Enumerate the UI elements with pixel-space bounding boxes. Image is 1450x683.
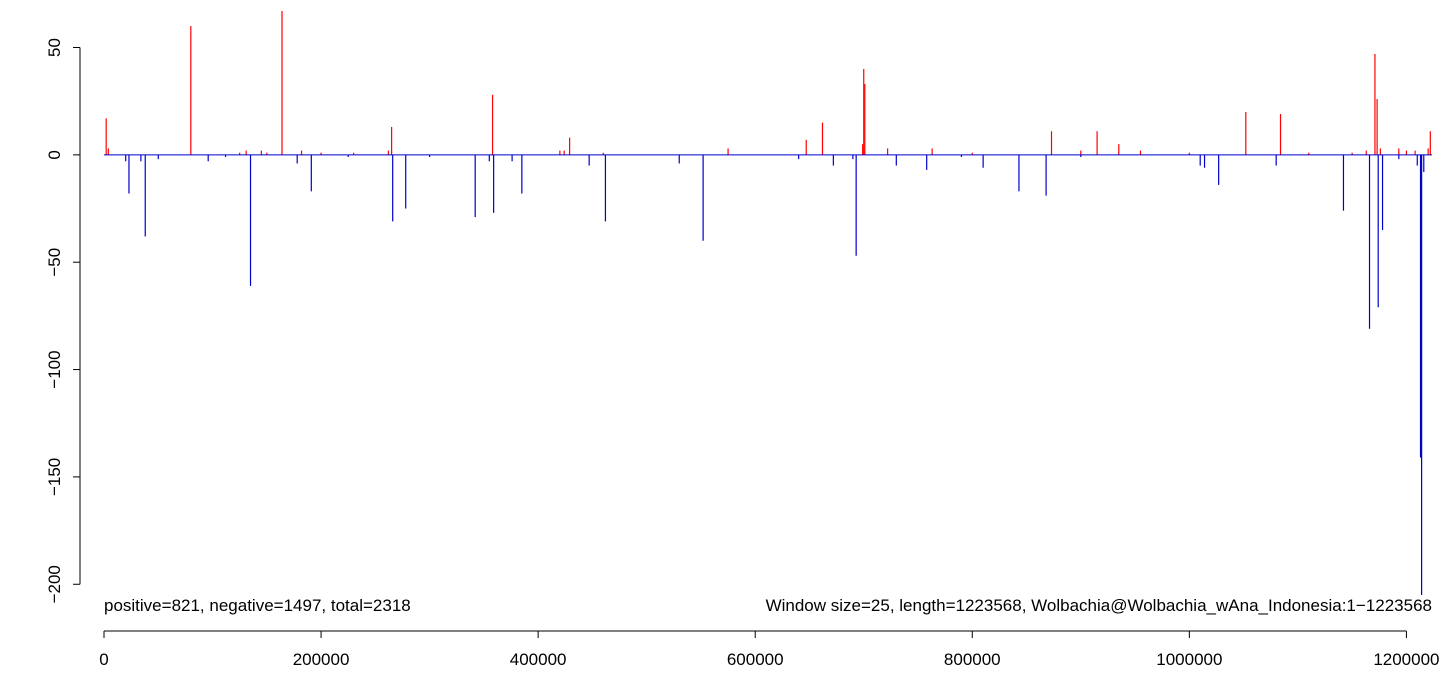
x-tick-label: 600000	[727, 650, 784, 669]
x-tick-label: 400000	[510, 650, 567, 669]
window-info-annotation: Window size=25, length=1223568, Wolbachi…	[766, 596, 1432, 615]
y-tick-label: −100	[45, 350, 64, 388]
y-tick-label: −50	[45, 248, 64, 277]
count-summary-annotation: positive=821, negative=1497, total=2318	[104, 596, 411, 615]
y-axis: 50 0 −50 −100 −150 −200	[45, 38, 81, 603]
y-tick-label: 50	[45, 38, 64, 57]
x-tick-label: 0	[99, 650, 108, 669]
y-tick-label: −200	[45, 565, 64, 603]
x-tick-label: 800000	[944, 650, 1001, 669]
x-tick-label: 1000000	[1156, 650, 1222, 669]
bar-marks	[105, 11, 1431, 595]
y-tick-label: 0	[45, 150, 64, 159]
x-axis: 0 200000 400000 600000 800000 1000000 1200000	[99, 630, 1440, 669]
x-tick-label: 200000	[293, 650, 350, 669]
y-tick-label: −150	[45, 458, 64, 496]
x-tick-label: 1200000	[1373, 650, 1439, 669]
